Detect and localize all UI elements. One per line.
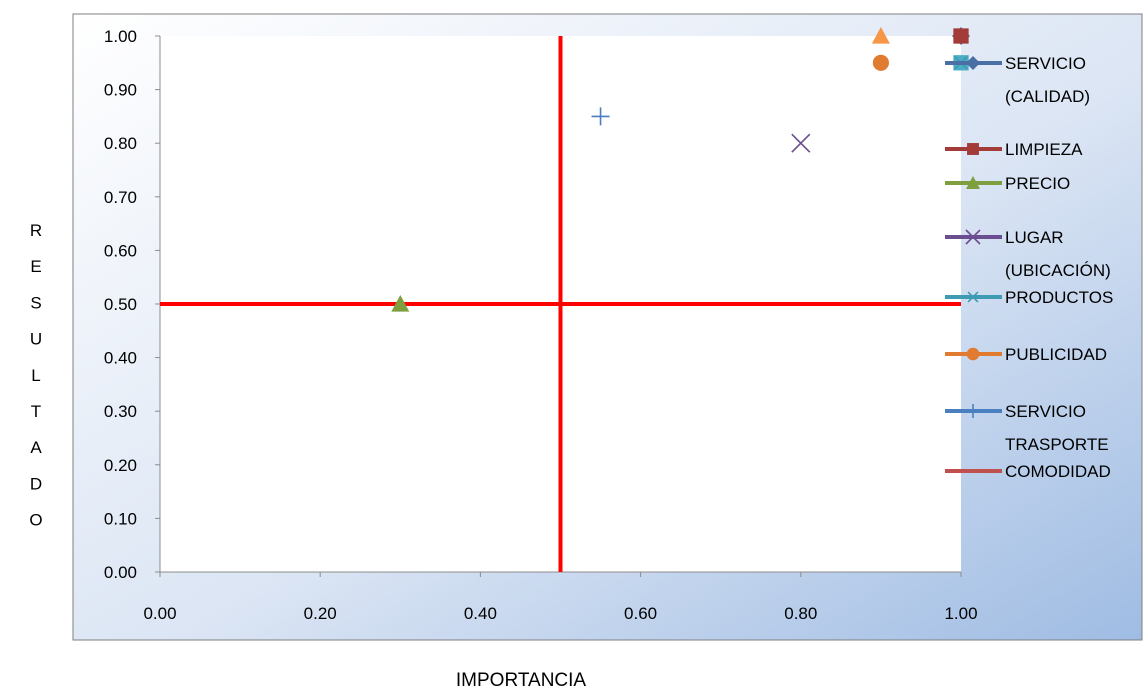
y-tick-label: 0.40 bbox=[104, 349, 137, 368]
y-tick-label: 0.50 bbox=[104, 295, 137, 314]
legend-marker bbox=[966, 56, 980, 70]
y-tick-label: 0.70 bbox=[104, 188, 137, 207]
y-tick-label: 0.00 bbox=[104, 563, 137, 582]
legend-label: PUBLICIDAD bbox=[1005, 345, 1107, 364]
legend-label: LIMPIEZA bbox=[1005, 140, 1083, 159]
x-tick-group: 0.00 0.20 0.40 0.60 0.80 1.00 bbox=[143, 572, 978, 623]
legend-label: COMODIDAD bbox=[1005, 462, 1111, 481]
y-tick-label: 0.10 bbox=[104, 509, 137, 528]
y-tick-label: 0.20 bbox=[104, 456, 137, 475]
y-tick-group: 0.00 0.10 0.20 0.30 0.40 0.50 0.60 0.70 0.80 0.90… bbox=[104, 27, 160, 582]
x-tick-label: 0.00 bbox=[143, 604, 176, 623]
legend-label: (UBICACIÓN) bbox=[1005, 261, 1111, 280]
legend-label: LUGAR bbox=[1005, 228, 1064, 247]
legend-marker bbox=[967, 143, 979, 155]
data-point-series-3 bbox=[391, 295, 410, 312]
x-tick-label: 0.20 bbox=[304, 604, 337, 623]
legend-marker bbox=[966, 176, 980, 189]
quadrant-lines bbox=[160, 36, 961, 572]
data-point-series-4 bbox=[791, 133, 811, 153]
x-tick-label: 1.00 bbox=[944, 604, 977, 623]
x-tick-label: 0.40 bbox=[464, 604, 497, 623]
data-point-series-2 bbox=[953, 28, 969, 44]
x-tick-label: 0.60 bbox=[624, 604, 657, 623]
y-tick-label: 1.00 bbox=[104, 27, 137, 46]
y-tick-label: 0.60 bbox=[104, 241, 137, 260]
data-point-series-6 bbox=[872, 54, 890, 71]
legend-label: PRODUCTOS bbox=[1005, 288, 1113, 307]
data-point-series-7 bbox=[591, 107, 610, 126]
legend-label: (CALIDAD) bbox=[1005, 87, 1090, 106]
legend-label: TRASPORTE bbox=[1005, 435, 1109, 454]
legend-marker bbox=[966, 404, 980, 418]
legend-marker bbox=[966, 291, 980, 303]
y-tick-label: 0.30 bbox=[104, 402, 137, 421]
legend-label: PRECIO bbox=[1005, 174, 1070, 193]
y-tick-label: 0.80 bbox=[104, 134, 137, 153]
x-tick-label: 0.80 bbox=[784, 604, 817, 623]
legend-marker bbox=[966, 347, 980, 361]
legend-label: SERVICIO bbox=[1005, 54, 1086, 73]
x-axis-label: IMPORTANCIA bbox=[456, 670, 587, 691]
legend-marker bbox=[965, 229, 981, 245]
data-point-triangle bbox=[871, 27, 890, 44]
y-tick-label: 0.90 bbox=[104, 81, 137, 100]
legend: SERVICIO (CALIDAD) LIMPIEZA PRECIO LUGAR (UBI… bbox=[945, 54, 1113, 481]
data-markers bbox=[391, 27, 970, 312]
legend-label: SERVICIO bbox=[1005, 402, 1086, 421]
